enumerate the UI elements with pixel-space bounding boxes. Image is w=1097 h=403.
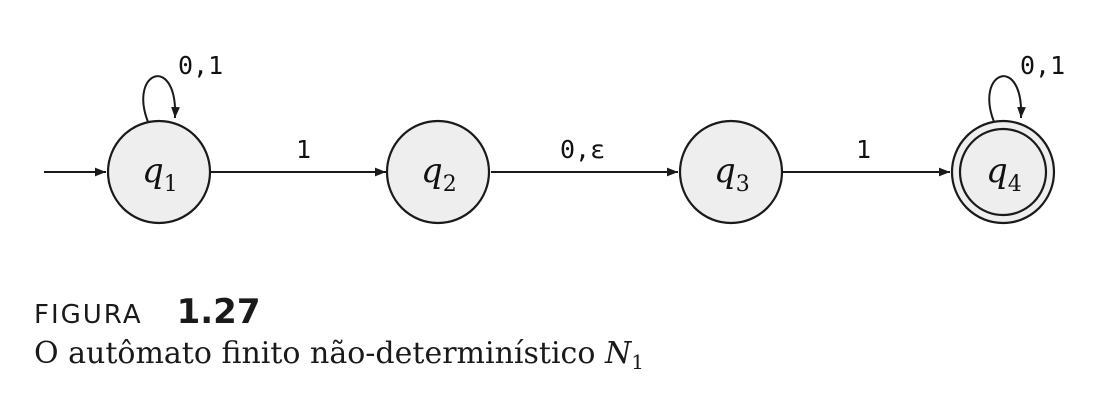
edge-q1-q2-label: 1 <box>296 135 311 164</box>
state-q4-label: q4 <box>986 151 1022 197</box>
state-q1: q1 <box>106 119 212 225</box>
loop-q4-label: 0,1 <box>1020 51 1065 80</box>
description-symbol: N <box>604 336 632 371</box>
figure-number: 1.27 <box>176 292 261 332</box>
loop-q1-label: 0,1 <box>178 51 223 80</box>
state-q3-label: q3 <box>714 151 750 197</box>
loop-q1 <box>142 75 180 123</box>
figure-description: O autômato finito não-determinístico N1 <box>34 336 644 374</box>
loop-q4 <box>988 75 1026 123</box>
state-q2: q2 <box>385 119 491 225</box>
state-q2-label: q2 <box>421 151 457 197</box>
nfa-diagram: 0,1 1 0,ε 1 0,1 q1 q2 q3 q4 <box>44 51 1065 225</box>
edge-q2-q3-label: 0,ε <box>560 135 605 164</box>
state-q4-accept: q4 <box>950 119 1056 225</box>
description-text: O autômato finito não-determinístico <box>34 336 605 371</box>
figure-word: FIGURA <box>34 300 143 330</box>
description-symbol-sub: 1 <box>631 350 644 374</box>
state-q3: q3 <box>678 119 784 225</box>
state-q1-label: q1 <box>142 151 178 197</box>
edge-q3-q4-label: 1 <box>856 135 871 164</box>
figure-caption-title: FIGURA 1.27 <box>34 292 261 332</box>
